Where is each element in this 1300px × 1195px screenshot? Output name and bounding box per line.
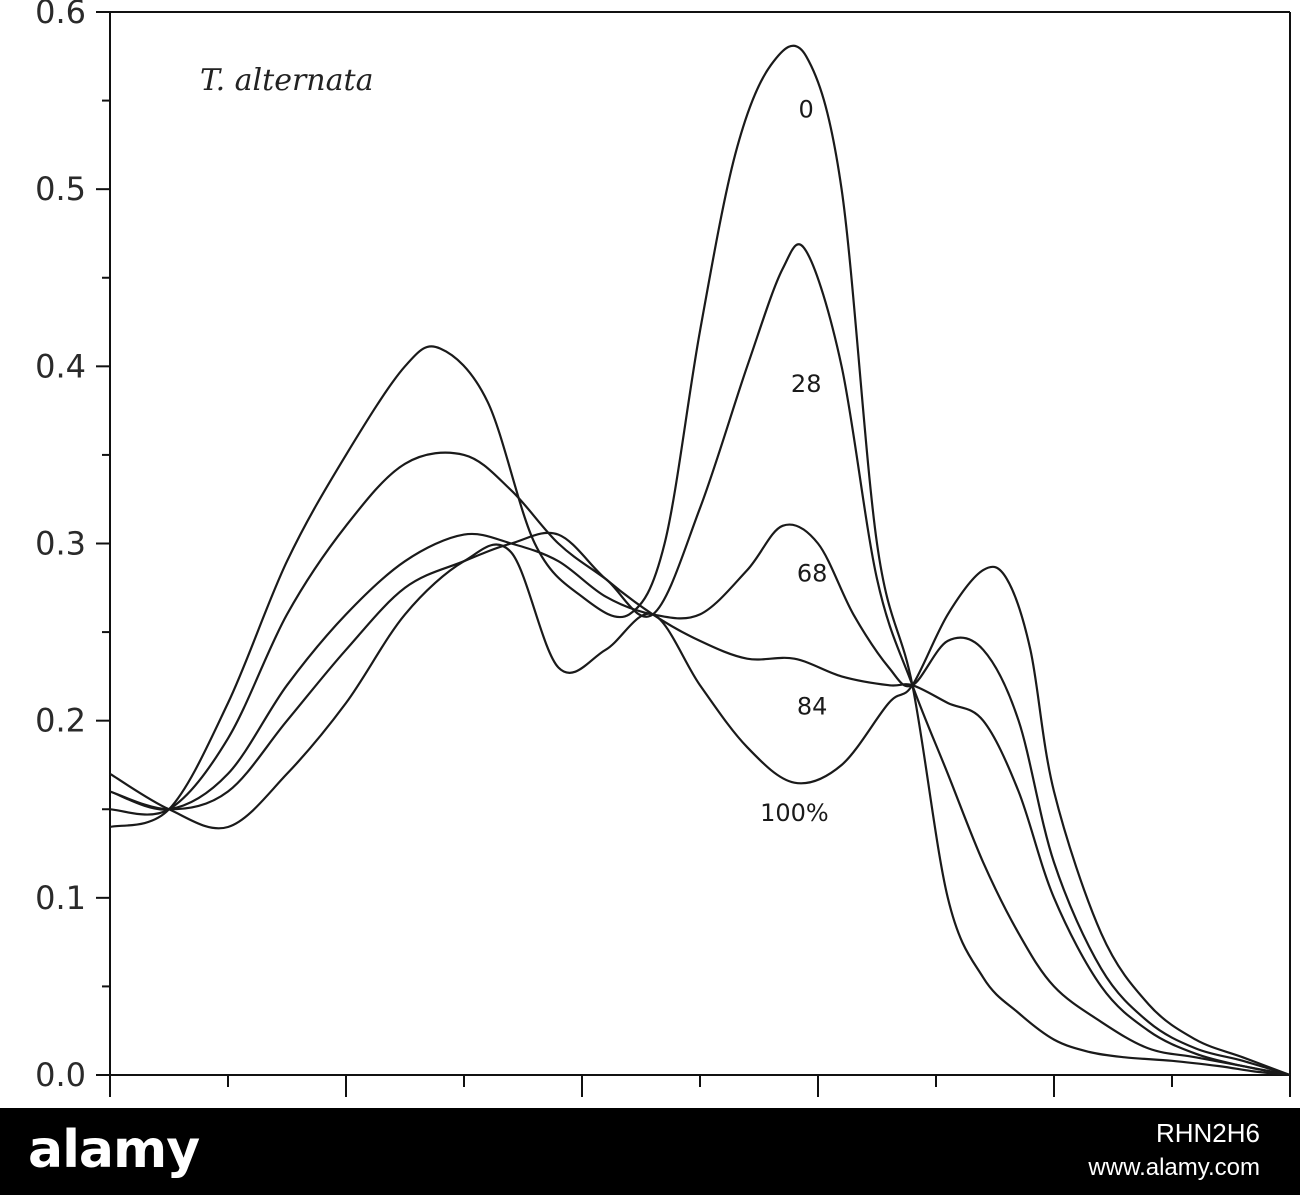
watermark-image-id: RHN2H6 [1155, 1118, 1260, 1148]
watermark-bar: alamy RHN2H6 www.alamy.com [0, 1108, 1300, 1195]
y-tick-label: 0.6 [35, 0, 86, 31]
y-tick-label: 0.5 [35, 170, 86, 208]
watermark-url: www.alamy.com [1088, 1154, 1260, 1181]
series-line-3 [109, 531, 1291, 1077]
spectra-chart: 0.0 0.1 0.2 0.3 0.4 0.5 0.6 0 28 68 84 100% T. alt… [35, 0, 1291, 1097]
series-line-0 [109, 44, 1291, 1077]
series-label-1: 28 [791, 370, 822, 398]
series-line-4 [109, 543, 1291, 1077]
watermark-logo: alamy [28, 1120, 200, 1180]
series-line-2 [109, 523, 1291, 1077]
series-label-0: 0 [799, 95, 814, 123]
chart-series [109, 44, 1291, 1077]
x-axis-ticks [109, 1075, 1291, 1097]
y-tick-label: 0.3 [35, 525, 86, 563]
species-annotation: T. alternata [200, 63, 373, 98]
y-tick-label: 0.1 [35, 879, 86, 917]
y-axis-ticks: 0.0 0.1 0.2 0.3 0.4 0.5 0.6 [35, 0, 110, 1094]
series-label-3: 84 [797, 692, 828, 720]
chart-axes [109, 11, 1291, 1076]
series-label-4: 100% [760, 799, 829, 827]
series-label-2: 68 [797, 560, 828, 588]
y-tick-label: 0.4 [35, 347, 86, 385]
y-tick-label: 0.0 [35, 1056, 86, 1094]
series-line-1 [109, 243, 1291, 1077]
y-tick-label: 0.2 [35, 702, 86, 740]
chart-series-labels: 0 28 68 84 100% [760, 95, 829, 826]
